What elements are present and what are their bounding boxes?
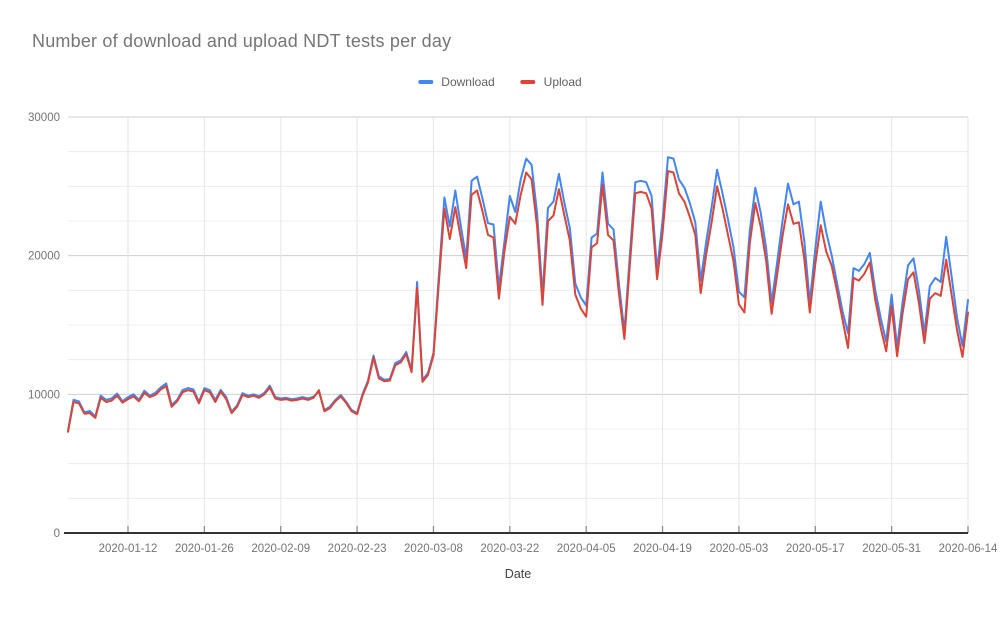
x-axis-tick-label: 2020-04-19	[633, 543, 692, 555]
x-axis-tick-label: 2020-02-23	[328, 543, 387, 555]
x-axis-tick-label: 2020-03-22	[480, 543, 539, 555]
x-axis-tick-label: 2020-02-09	[251, 543, 310, 555]
x-axis-title: Date	[504, 567, 532, 581]
legend-label-upload: Upload	[543, 75, 582, 89]
y-axis-tick-label: 0	[54, 528, 60, 540]
download-series-line[interactable]	[67, 156, 969, 432]
x-axis-tick-label: 2020-03-08	[404, 543, 463, 555]
upload-series-line[interactable]	[67, 170, 969, 433]
x-axis-tick-label: 2020-01-26	[175, 543, 234, 555]
y-axis-tick-label: 10000	[28, 389, 60, 401]
y-axis-tick-label: 20000	[28, 251, 60, 263]
legend-item-download[interactable]: Download	[418, 75, 495, 89]
legend-label-download: Download	[441, 75, 495, 89]
download-series-swatch-icon	[418, 80, 434, 84]
x-axis-tick-label: 2020-04-05	[557, 543, 616, 555]
x-axis-tick-label: 2020-05-31	[862, 543, 921, 555]
legend: Download Upload	[418, 75, 582, 89]
x-axis-tick-label: 2020-06-14	[939, 543, 998, 555]
x-axis-tick-label: 2020-01-12	[99, 543, 158, 555]
chart-title: Number of download and upload NDT tests …	[32, 31, 452, 51]
upload-series-swatch-icon	[520, 80, 536, 84]
legend-item-upload[interactable]: Upload	[520, 75, 582, 89]
x-axis-tick-label: 2020-05-17	[786, 543, 845, 555]
x-axis-tick-label: 2020-05-03	[709, 543, 768, 555]
y-axis-tick-label: 30000	[28, 112, 60, 124]
